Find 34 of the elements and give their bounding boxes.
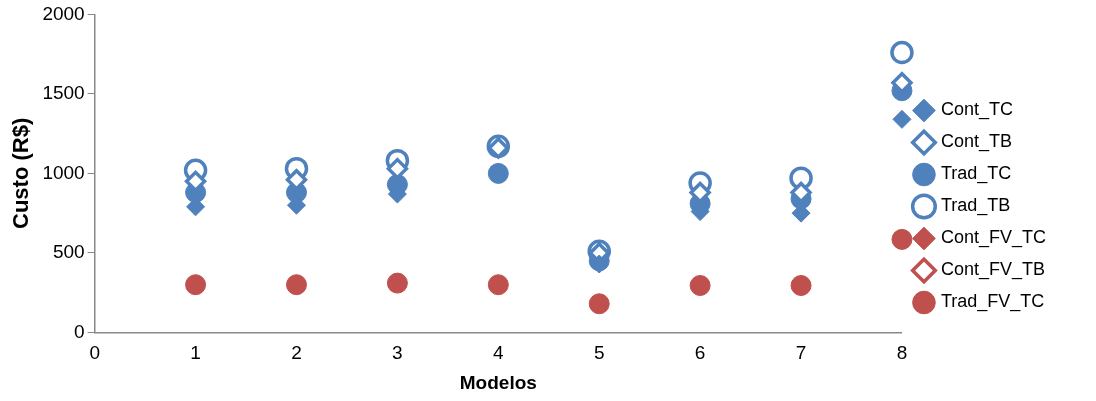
x-tick-label: 0 bbox=[89, 342, 100, 364]
y-tick-label: 1500 bbox=[42, 82, 85, 104]
point bbox=[790, 275, 812, 296]
y-tick-label: 0 bbox=[74, 320, 85, 342]
x-tick-label: 6 bbox=[694, 342, 706, 364]
point bbox=[890, 40, 914, 65]
x-tick-label: 5 bbox=[593, 342, 605, 364]
y-tick-label: 500 bbox=[52, 241, 85, 263]
point bbox=[588, 293, 610, 315]
point bbox=[386, 272, 408, 294]
x-tick-label: 8 bbox=[896, 342, 908, 364]
legend-label: Cont_TB bbox=[940, 131, 1013, 153]
point bbox=[487, 162, 509, 184]
legend-label: Cont_FV_TB bbox=[940, 259, 1046, 281]
x-tick-label: 1 bbox=[190, 342, 201, 364]
point bbox=[891, 228, 913, 250]
point bbox=[487, 274, 509, 296]
legend-label: Trad_TC bbox=[940, 163, 1012, 185]
point bbox=[892, 109, 912, 129]
x-tick-label: 2 bbox=[291, 342, 302, 364]
x-tick-label: 4 bbox=[493, 342, 505, 364]
y-axis-title: Custo (R$) bbox=[8, 117, 34, 230]
legend-label: Cont_TC bbox=[940, 99, 1013, 121]
legend-label: Cont_FV_TC bbox=[940, 227, 1047, 249]
point bbox=[689, 275, 711, 296]
point bbox=[185, 274, 207, 296]
y-tick-label: 1000 bbox=[42, 161, 85, 183]
y-tick-label: 2000 bbox=[42, 2, 85, 24]
point bbox=[285, 274, 307, 296]
x-tick-label: 3 bbox=[392, 342, 403, 364]
x-axis-title: Modelos bbox=[459, 371, 537, 393]
legend-label: Trad_TB bbox=[940, 195, 1011, 217]
legend-label: Trad_FV_TC bbox=[940, 291, 1045, 313]
x-tick-label: 7 bbox=[795, 342, 807, 364]
